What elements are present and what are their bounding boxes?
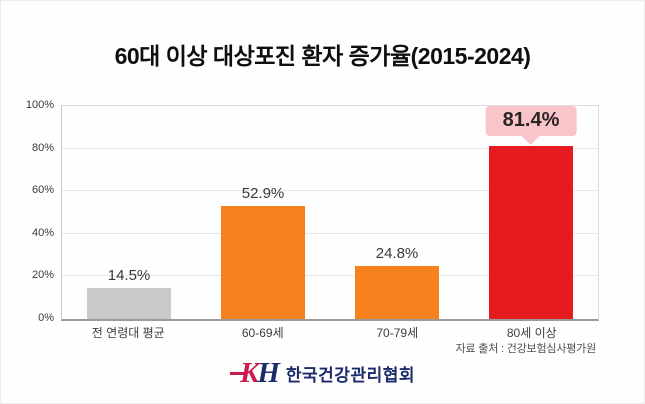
x-axis-labels: 전 연령대 평균 60-69세 70-79세 80세 이상 bbox=[61, 324, 599, 341]
gridline bbox=[62, 147, 598, 149]
bar-value-label: 52.9% bbox=[241, 185, 285, 203]
y-tick-label: 80% bbox=[31, 141, 54, 154]
bar bbox=[87, 288, 171, 319]
chart-title: 60대 이상 대상포진 환자 증가율(2015-2024) bbox=[114, 43, 531, 69]
bar bbox=[221, 206, 305, 319]
logo-dash bbox=[229, 372, 246, 375]
bar bbox=[489, 145, 573, 319]
x-category-label: 70-79세 bbox=[376, 326, 419, 340]
monogram-k: K bbox=[239, 357, 259, 389]
x-category-label: 60-69세 bbox=[241, 326, 284, 340]
gridline bbox=[62, 275, 598, 277]
callout-pointer-icon bbox=[522, 135, 540, 145]
bar-slot: 24.8% bbox=[330, 106, 464, 319]
org-logo: KH 한국건강관리협회 bbox=[1, 359, 644, 388]
bar-slot: 81.4% bbox=[464, 105, 598, 319]
monogram-h: H bbox=[257, 357, 280, 389]
bar-slots: 14.5% 52.9% 24.8% 81.4% bbox=[62, 105, 598, 319]
gridline bbox=[62, 190, 598, 192]
x-category-label: 80세 이상 bbox=[506, 326, 557, 340]
y-tick-label: 100% bbox=[25, 99, 54, 111]
org-name: 한국건강관리협회 bbox=[285, 366, 416, 385]
bar-slot: 14.5% bbox=[62, 106, 196, 319]
bar-slot: 52.9% bbox=[196, 106, 330, 319]
gridline bbox=[62, 232, 598, 234]
y-axis: 100% 80% 60% 40% 20% 0% bbox=[1, 99, 54, 324]
y-tick-label: 0% bbox=[38, 312, 54, 324]
kh-monogram-icon: KH bbox=[229, 357, 280, 389]
plot-area: 14.5% 52.9% 24.8% 81.4% bbox=[61, 105, 599, 321]
bar-value-label: 24.8% bbox=[375, 245, 419, 263]
bar bbox=[355, 266, 439, 319]
highlight-callout: 81.4% bbox=[485, 105, 577, 145]
y-tick-label: 40% bbox=[31, 226, 54, 239]
bar-value-label: 14.5% bbox=[107, 267, 151, 285]
y-tick-label: 60% bbox=[31, 184, 54, 197]
y-tick-label: 20% bbox=[31, 269, 54, 282]
x-category-label: 전 연령대 평균 bbox=[91, 326, 165, 340]
source-note: 자료 출처 : 건강보험심사평가원 bbox=[455, 343, 597, 355]
